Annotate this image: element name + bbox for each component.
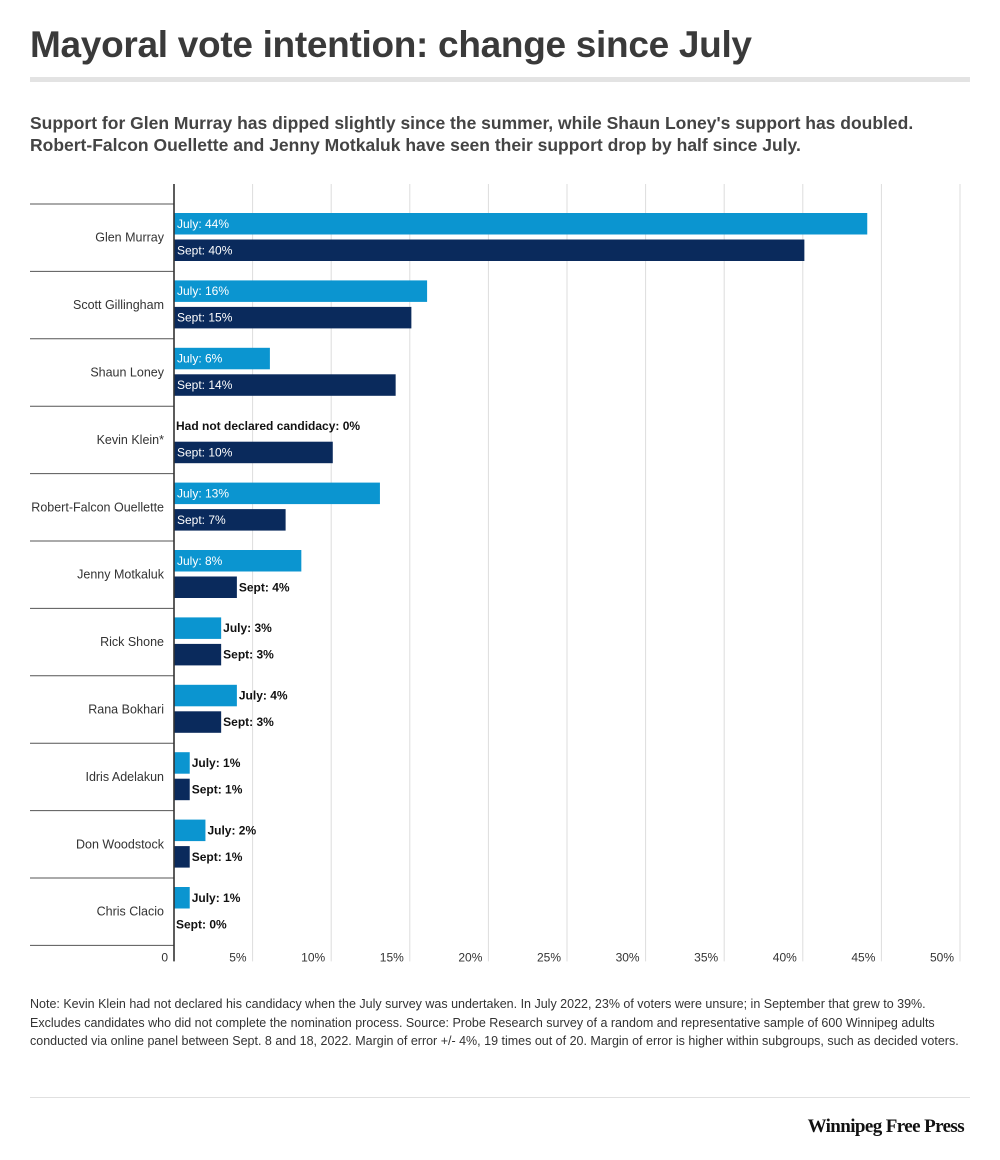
bar-july [174,550,302,572]
x-tick-label: 20% [458,950,482,964]
data-label-july: July: 4% [239,689,288,703]
bar-july [174,684,237,707]
bar-july [174,347,270,370]
bar-sept [174,711,222,733]
bar-july [174,887,190,909]
data-label-july: July: 16% [177,284,229,298]
bar-sept [174,374,396,396]
bar-sept [174,306,412,329]
x-tick-label: 30% [616,950,640,964]
x-tick-label: 15% [380,950,404,964]
data-label-july: July: 1% [192,756,241,770]
category-label: Rick Shone [100,635,164,649]
x-tick-label: 0 [161,950,168,964]
data-label-sept: Sept: 40% [177,243,233,257]
x-tick-label: 25% [537,950,561,964]
data-label-july: July: 44% [177,217,229,231]
chart-title: Mayoral vote intention: change since Jul… [30,24,752,65]
chart-subtitle: Support for Glen Murray has dipped sligh… [30,113,914,155]
category-label: Chris Clacio [97,905,164,919]
data-label-sept: Sept: 4% [239,580,290,594]
x-tick-label: 40% [773,950,797,964]
bar-sept [174,778,190,801]
data-label-sept: Sept: 3% [223,715,274,729]
data-label-july: July: 6% [177,352,223,366]
publisher-logo: Winnipeg Free Press [807,1116,965,1137]
category-label: Don Woodstock [76,837,165,851]
bar-july [174,482,380,505]
data-label-july: July: 8% [177,554,223,568]
bar-chart: 0 5% 10% 15% 20% 25% 30% 35% 40% 45% 50% Glen Murra… [30,184,961,964]
x-tick-label: 45% [851,950,875,964]
category-label: Jenny Motkaluk [77,568,165,582]
data-label-july: July: 1% [192,891,241,905]
category-label: Rana Bokhari [88,703,164,717]
bar-sept [174,239,805,261]
x-tick-label: 10% [301,950,325,964]
data-label-sept: Sept: 1% [192,782,243,796]
x-tick-label: 35% [694,950,718,964]
bar-sept [174,509,286,531]
data-label-sept: Sept: 14% [177,378,233,392]
title-divider [30,77,970,82]
data-label-sept: Sept: 10% [177,445,233,459]
bar-july [174,752,190,774]
data-label-sept: Sept: 1% [192,850,243,864]
bar-sept [174,576,237,598]
bar-sept [174,441,333,464]
category-label: Robert-Falcon Ouellette [31,500,164,514]
bar-sept [174,846,190,868]
data-label-sept: Sept: 7% [177,513,226,527]
category-label: Glen Murray [95,231,165,245]
bar-july [174,819,206,842]
data-label-sept: Sept: 3% [223,648,274,662]
data-label-sept: Sept: 0% [176,917,227,931]
x-tick-label: 50% [930,950,954,964]
bar-july [174,213,868,235]
data-label-july: July: 13% [177,486,229,500]
data-label-july: Had not declared candidacy: 0% [176,419,360,433]
data-label-july: July: 2% [207,823,256,837]
category-label: Idris Adelakun [85,770,164,784]
bar-july [174,617,222,639]
category-label: Shaun Loney [90,366,164,380]
data-label-july: July: 3% [223,621,272,635]
x-tick-label: 5% [229,950,247,964]
category-label: Scott Gillingham [73,298,164,312]
source-note: Note: Kevin Klein had not declared his c… [30,997,959,1048]
bar-sept [174,643,222,666]
footer-divider [30,1097,970,1098]
data-label-sept: Sept: 15% [177,311,233,325]
category-label: Kevin Klein* [97,433,165,447]
bar-july [174,280,428,302]
